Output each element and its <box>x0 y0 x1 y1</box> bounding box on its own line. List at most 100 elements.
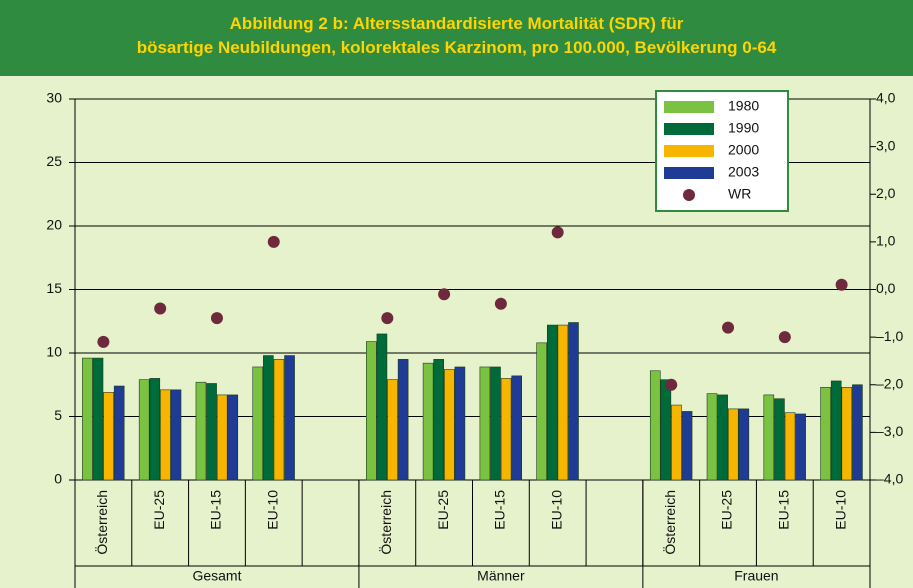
y-tick-label: 10 <box>46 344 62 360</box>
x-tick-label: EU-25 <box>151 490 167 530</box>
x-tick-label: EU-15 <box>208 490 224 530</box>
bar <box>763 394 775 481</box>
bar <box>706 393 718 481</box>
legend-label: 2003 <box>728 164 759 180</box>
bar <box>536 342 547 481</box>
bar <box>717 394 728 481</box>
bar <box>546 324 558 481</box>
y-tick-label: 20 <box>46 217 62 233</box>
bar <box>138 379 150 481</box>
y2-tick-label: –2,0 <box>876 375 903 391</box>
bar <box>660 379 672 481</box>
x-tick-label: Österreich <box>377 490 394 555</box>
bar <box>103 392 114 481</box>
x-tick-label: EU-10 <box>832 490 848 530</box>
bar <box>820 386 831 481</box>
x-tick-label: EU-25 <box>719 490 735 530</box>
legend-label: 1980 <box>728 98 759 114</box>
bar <box>113 385 125 481</box>
x-tick-label: EU-15 <box>492 490 508 530</box>
y-tick-label: 5 <box>54 407 62 423</box>
bar <box>170 389 182 481</box>
y2-tick-label: 0,0 <box>876 280 896 296</box>
bar <box>92 357 104 481</box>
y-tick-label: 15 <box>46 280 62 296</box>
bar <box>774 398 785 481</box>
x-tick-label: Österreich <box>661 490 678 555</box>
wr-dot <box>267 235 280 248</box>
y-tick-label: 0 <box>54 471 62 487</box>
y-tick-label: 30 <box>46 90 62 106</box>
bar <box>263 355 274 481</box>
legend-marker <box>664 123 714 135</box>
group-label: Männer <box>477 568 525 584</box>
wr-dot <box>97 335 110 348</box>
bar <box>681 411 693 481</box>
legend-label: WR <box>728 186 751 202</box>
bar <box>206 383 217 481</box>
x-tick-label: EU-10 <box>264 490 280 530</box>
bar <box>444 369 455 481</box>
bar <box>160 389 171 481</box>
legend-marker <box>664 167 714 179</box>
legend-marker <box>664 145 714 157</box>
bar <box>376 333 388 481</box>
bar <box>284 355 295 481</box>
bar <box>227 394 239 481</box>
bar <box>454 366 466 481</box>
y2-tick-label: –1,0 <box>876 328 903 344</box>
bar <box>830 380 842 481</box>
legend-label: 1990 <box>728 120 759 136</box>
bar <box>841 386 853 481</box>
bar <box>82 357 93 481</box>
bar <box>568 322 579 481</box>
x-tick-label: EU-15 <box>776 490 792 530</box>
wr-dot <box>551 226 564 239</box>
wr-dot <box>722 321 735 334</box>
bar <box>557 324 569 481</box>
y2-tick-label: –4,0 <box>876 471 903 487</box>
bar <box>671 404 682 481</box>
wr-dot <box>154 302 167 315</box>
bar <box>649 370 661 481</box>
legend-marker <box>683 189 695 201</box>
wr-dot <box>665 378 678 391</box>
y-tick-label: 25 <box>46 153 62 169</box>
wr-dot <box>835 278 848 291</box>
y2-tick-label: 4,0 <box>876 90 896 106</box>
wr-dot <box>778 331 791 344</box>
bar <box>490 366 501 481</box>
bar <box>511 375 522 481</box>
wr-dot <box>210 312 223 325</box>
legend-marker <box>664 101 714 113</box>
bar <box>433 359 445 481</box>
wr-dot <box>494 297 507 310</box>
bar <box>500 378 512 481</box>
bar <box>195 381 207 481</box>
y2-tick-label: –3,0 <box>876 423 903 439</box>
bar <box>387 379 398 481</box>
wr-dot <box>381 312 394 325</box>
bar <box>738 408 750 481</box>
x-tick-label: Österreich <box>93 490 110 555</box>
bar <box>216 394 228 481</box>
legend-label: 2000 <box>728 142 759 158</box>
wr-dot <box>438 288 451 301</box>
group-label: Gesamt <box>192 568 241 584</box>
bar <box>252 366 264 481</box>
bar <box>479 366 491 481</box>
chart-title: Abbildung 2 b: Altersstandardisierte Mor… <box>0 0 913 76</box>
group-label: Frauen <box>734 568 778 584</box>
bar <box>273 359 285 481</box>
bar <box>784 412 796 481</box>
y2-tick-label: 2,0 <box>876 185 896 201</box>
bar <box>852 384 863 481</box>
y2-tick-label: 3,0 <box>876 137 896 153</box>
x-tick-label: EU-25 <box>435 490 451 530</box>
y2-tick-label: 1,0 <box>876 233 896 249</box>
x-tick-label: EU-10 <box>548 490 564 530</box>
bar <box>366 341 377 481</box>
bar <box>795 413 806 481</box>
